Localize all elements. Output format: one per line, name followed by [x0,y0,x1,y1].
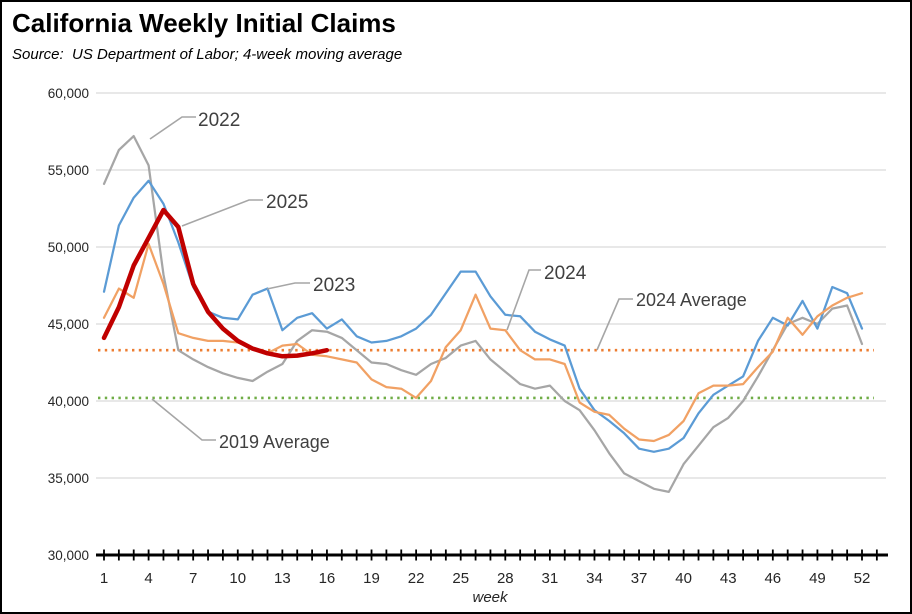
page-title: California Weekly Initial Claims [12,8,396,38]
source-note: Source: US Department of Labor; 4-week m… [12,46,403,63]
series-2023-line [102,179,864,453]
x-tick-label: 1 [100,570,108,587]
series-2024-line [102,242,864,443]
x-tick-label: 10 [229,570,246,587]
x-tick-label: 43 [720,570,737,587]
x-tick-label: 52 [854,570,871,587]
y-tick-label: 60,000 [48,86,89,101]
x-tick-label: 19 [363,570,380,587]
x-tick-label: 31 [542,570,559,587]
annotation-leader-2025 [181,199,263,227]
x-tick-label: 16 [319,570,336,587]
annotation-leader-2019-average [151,398,216,441]
annotation-leader-2024-average [596,298,633,351]
annotation-2023: 2023 [313,275,355,296]
x-axis-title: week [472,589,509,606]
y-tick-label: 40,000 [48,394,89,409]
x-tick-label: 37 [631,570,648,587]
x-tick-label: 25 [452,570,469,587]
annotation-2024: 2024 [544,263,587,284]
x-tick-label: 4 [144,570,152,587]
y-tick-label: 55,000 [48,163,89,178]
annotation-leader-2022 [149,116,196,140]
x-tick-label: 13 [274,570,291,587]
x-tick-label: 22 [408,570,425,587]
x-tick-label: 7 [189,570,197,587]
x-tick-label: 46 [764,570,781,587]
annotation-2019-average: 2019 Average [219,432,330,452]
series-2022-line [102,134,864,494]
y-tick-label: 35,000 [48,471,89,486]
x-tick-label: 40 [675,570,692,587]
x-tick-label: 34 [586,570,603,587]
annotation-leader-2024 [506,269,541,331]
annotation-2024-average: 2024 Average [636,290,747,310]
series-2025-line [101,207,330,359]
annotation-leader-2023 [266,282,310,290]
annotation-2022: 2022 [198,110,240,131]
annotation-2025: 2025 [266,192,308,213]
y-tick-label: 50,000 [48,240,89,255]
x-tick-label: 49 [809,570,826,587]
y-tick-label: 30,000 [48,548,89,563]
y-tick-label: 45,000 [48,317,89,332]
x-tick-label: 28 [497,570,514,587]
